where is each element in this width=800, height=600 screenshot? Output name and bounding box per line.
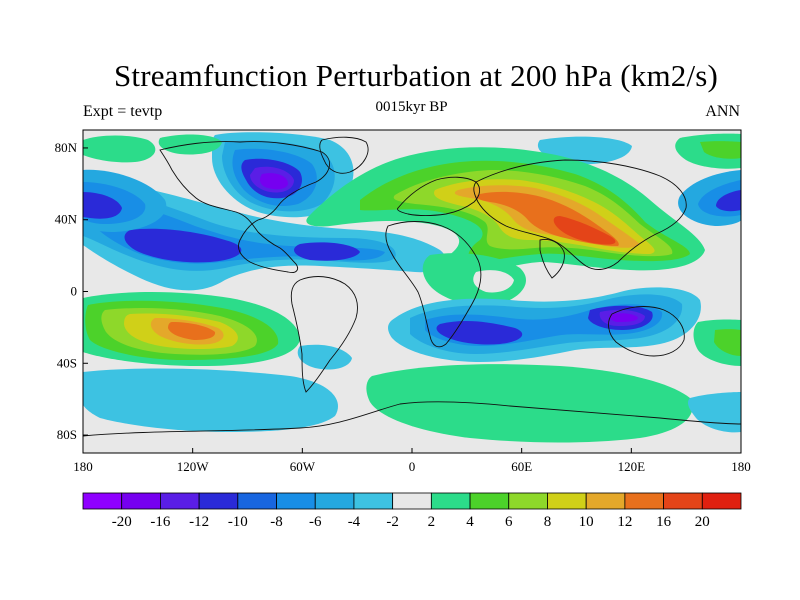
- y-tick-label: 0: [71, 284, 78, 299]
- colorbar-label: 10: [579, 514, 594, 530]
- colorbar-label: -2: [386, 514, 399, 530]
- x-tick-label: 60E: [511, 459, 532, 474]
- colorbar-swatch: [624, 492, 664, 510]
- y-tick-label: 40S: [57, 355, 77, 370]
- colorbar-label: -16: [150, 514, 170, 530]
- colorbar-label: -20: [112, 514, 132, 530]
- x-tick-label: 0: [409, 459, 416, 474]
- colorbar-swatch: [237, 492, 277, 510]
- feature-southern-pacific-low: [83, 311, 741, 433]
- coast-north-america: [159, 141, 330, 273]
- x-tick-label: 120W: [177, 459, 210, 474]
- colorbar-swatch: [353, 492, 394, 510]
- feature-west-pacific-low: [678, 170, 741, 226]
- colorbar-label: 6: [505, 514, 513, 530]
- time-label: 0015kyr BP: [375, 99, 448, 115]
- colorbar-label: 8: [544, 514, 552, 530]
- coast-australia: [608, 306, 685, 357]
- colorbar-swatch: [82, 492, 123, 510]
- coast-antarctica: [83, 401, 741, 437]
- coast-south-america: [290, 276, 358, 393]
- colorbar-label: 2: [428, 514, 436, 530]
- x-tick-label: 60W: [290, 459, 316, 474]
- colorbar-label: -4: [348, 514, 361, 530]
- colorbar: -20 -16 -12 -10 -8 -6 -4 -2 2 4 6 8 10 12 16 20: [82, 492, 742, 530]
- experiment-label: Expt = tevtp: [83, 103, 163, 120]
- colorbar-swatch: [585, 492, 626, 510]
- colorbar-swatch: [314, 492, 355, 510]
- colorbar-swatch: [430, 492, 471, 510]
- coast-india: [539, 239, 565, 279]
- colorbar-label: -10: [228, 514, 248, 530]
- colorbar-swatch: [547, 492, 587, 510]
- colorbar-swatch: [508, 492, 548, 510]
- coastlines: [83, 136, 741, 437]
- feature-tropical-positive: [422, 253, 526, 306]
- coast-asia: [473, 159, 687, 270]
- map-area: 180 120W 60W 0 60E 120E 180 80N 40N 0 40S 80S: [55, 129, 751, 474]
- colorbar-label: -6: [309, 514, 322, 530]
- colorbar-swatch: [160, 492, 200, 510]
- feature-eurasia-high: [306, 147, 705, 283]
- coast-africa: [385, 221, 482, 348]
- axis-ticks: 180 120W 60W 0 60E 120E 180 80N 40N 0 40S 80S: [55, 140, 751, 474]
- season-label: ANN: [705, 103, 740, 120]
- feature-north-pacific-low: [83, 169, 167, 232]
- colorbar-label: 12: [617, 514, 632, 530]
- colorbar-swatch: [121, 492, 161, 510]
- streamfunction-field: [83, 132, 741, 443]
- colorbar-swatch: [198, 492, 239, 510]
- colorbar-label: 20: [695, 514, 710, 530]
- colorbar-swatch: [701, 492, 742, 510]
- feature-south-pacific-high: [83, 292, 741, 366]
- x-tick-label: 180: [731, 459, 751, 474]
- feature-arctic-positive: [83, 133, 741, 169]
- chart-title: Streamfunction Perturbation at 200 hPa (…: [113, 58, 719, 93]
- coast-europe: [397, 176, 481, 216]
- y-tick-label: 80N: [55, 140, 78, 155]
- y-tick-label: 40N: [55, 212, 78, 227]
- colorbar-swatch: [469, 492, 510, 510]
- colorbar-label: 16: [656, 514, 672, 530]
- y-tick-label: 80S: [57, 427, 77, 442]
- colorbar-swatch: [392, 492, 432, 510]
- coast-greenland: [319, 136, 369, 174]
- x-tick-label: 120E: [618, 459, 646, 474]
- x-tick-label: 180: [73, 459, 93, 474]
- colorbar-swatch: [663, 492, 703, 510]
- feature-southern-ocean-high: [366, 364, 693, 443]
- colorbar-label: -12: [189, 514, 209, 530]
- colorbar-label: 4: [466, 514, 474, 530]
- colorbar-label: -8: [270, 514, 283, 530]
- colorbar-swatch: [276, 492, 316, 510]
